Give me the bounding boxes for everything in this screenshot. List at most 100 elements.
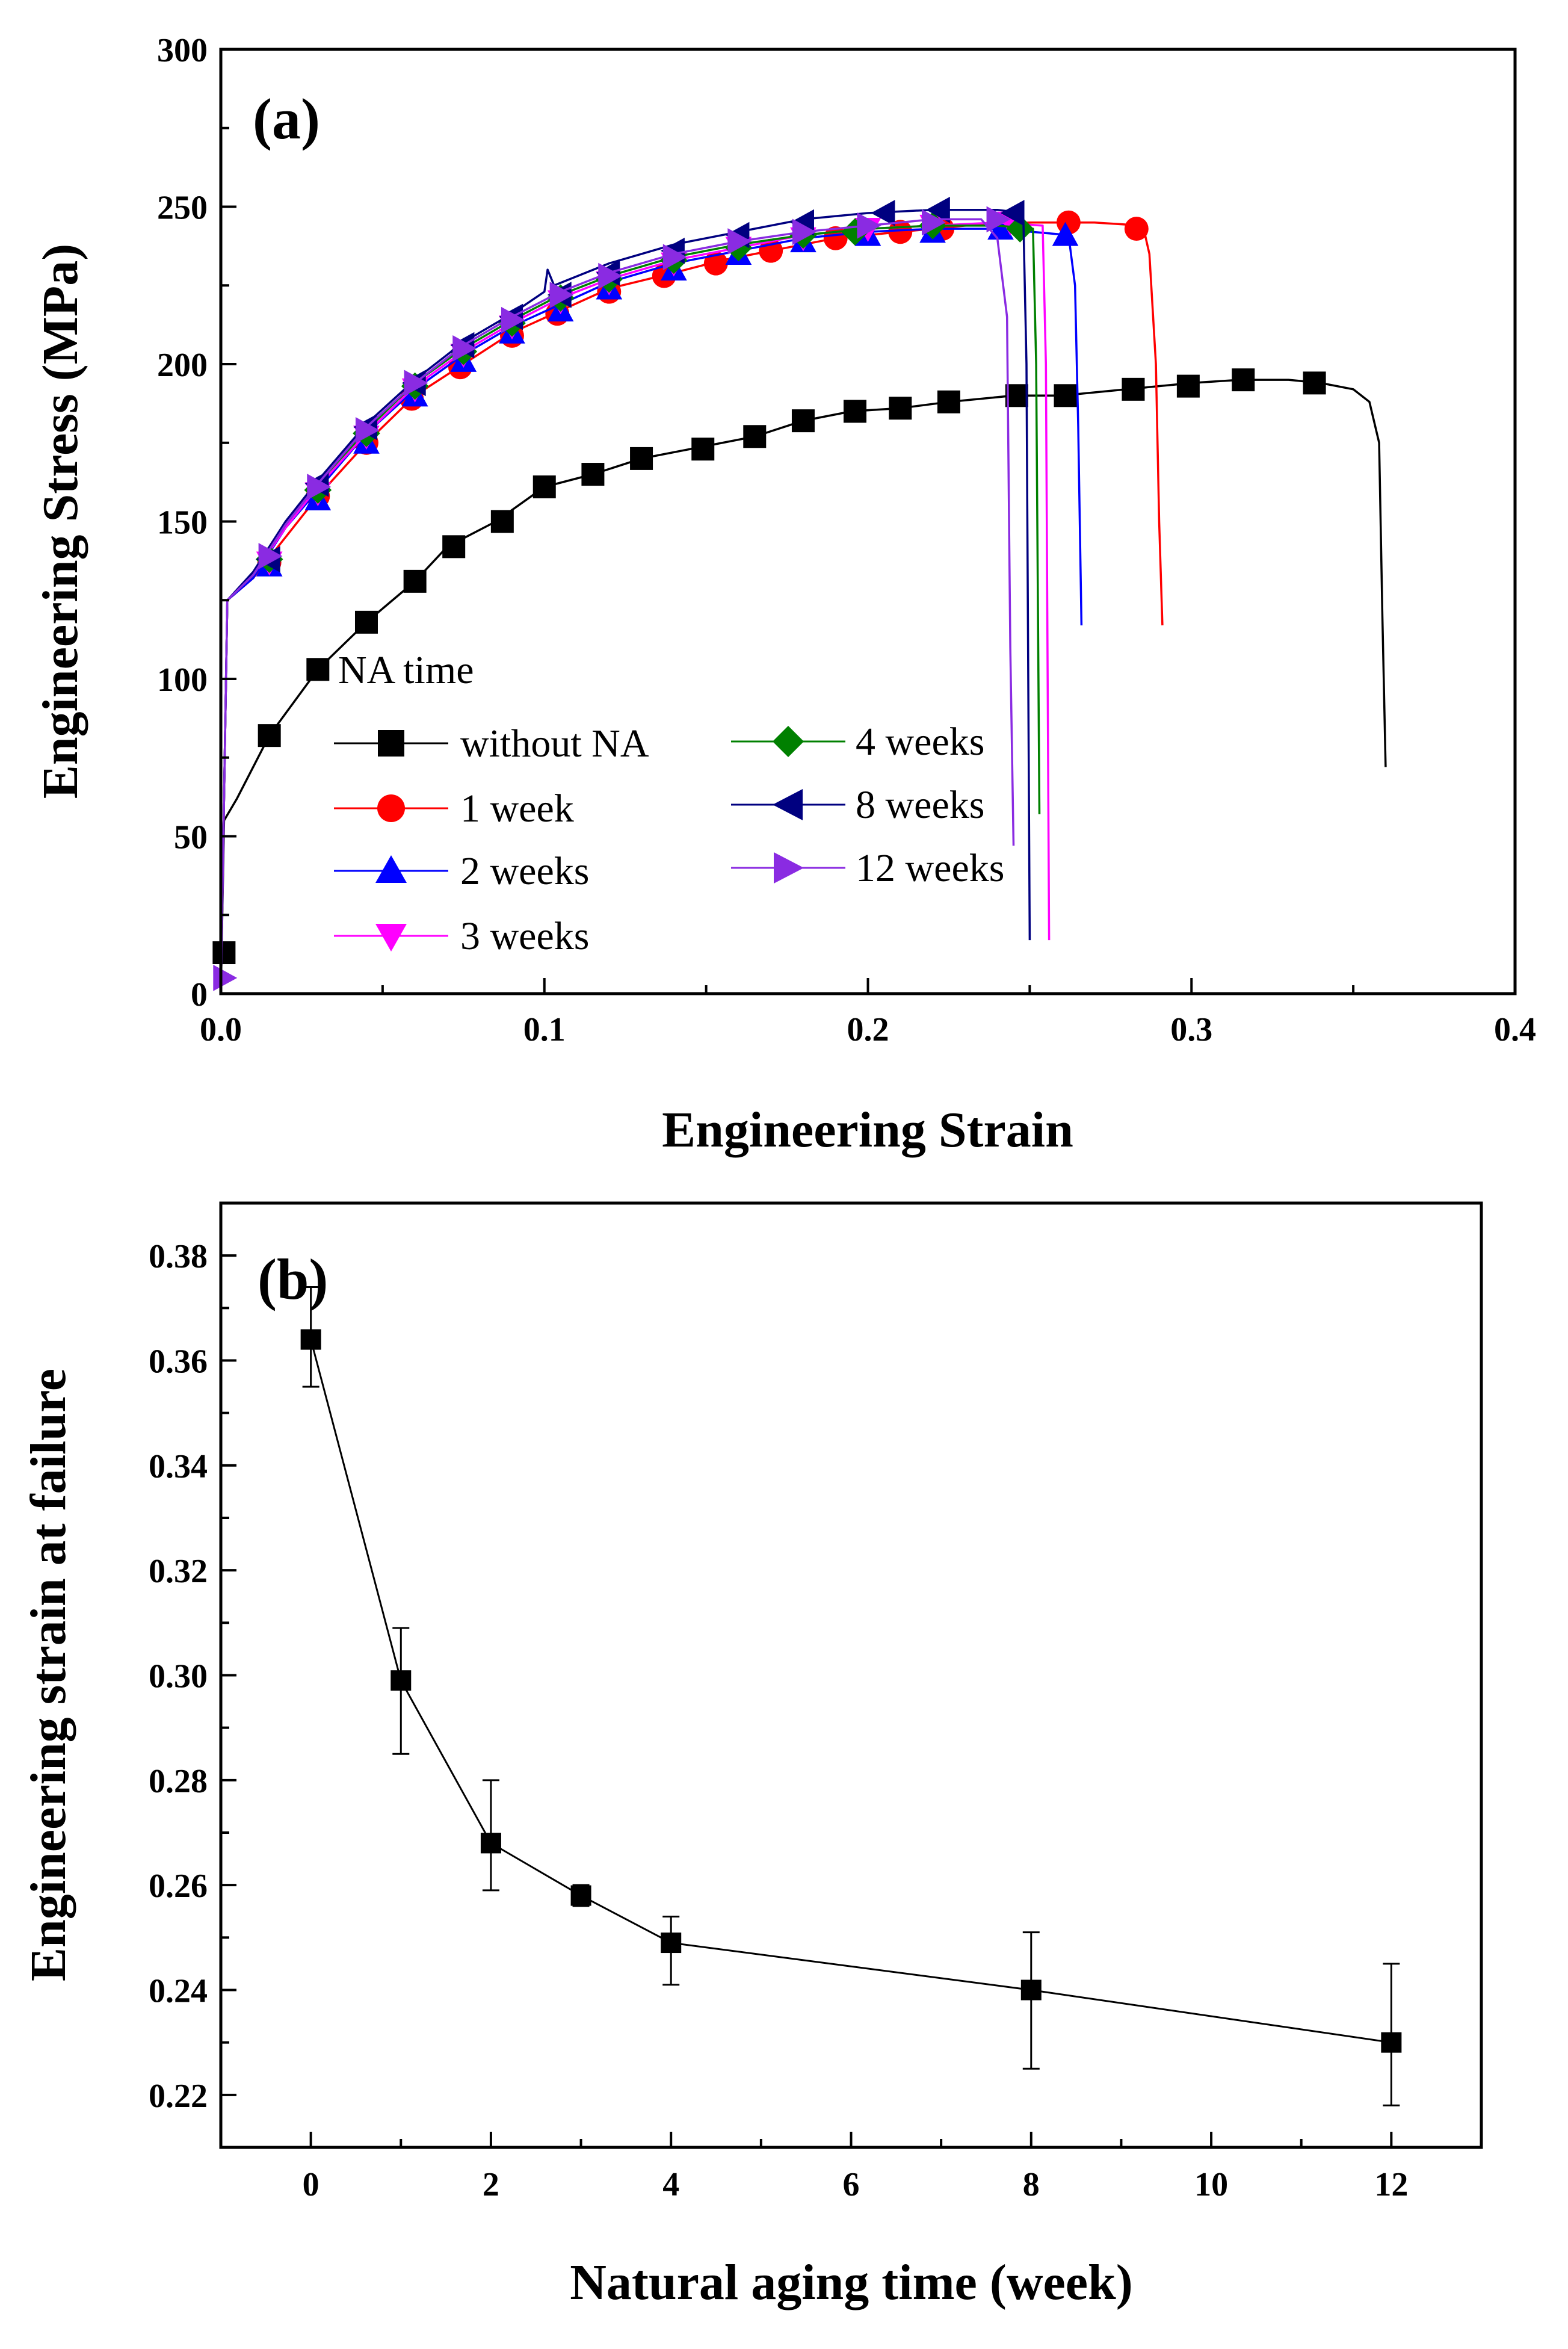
panel-a-legend: NA time without NA 1 week 2 weeks 3 week… bbox=[334, 648, 1004, 958]
legend-label-3-weeks: 3 weeks bbox=[460, 914, 589, 958]
data-point-12-weeks-3 bbox=[355, 416, 380, 444]
data-point-12-weeks-10 bbox=[727, 228, 752, 255]
series-12-weeks bbox=[213, 206, 1015, 994]
legend-label-2-weeks: 2 weeks bbox=[460, 849, 589, 893]
legend-label-8-weeks: 8 weeks bbox=[856, 783, 984, 827]
y-tick-label-0-34: 0.34 bbox=[149, 1448, 208, 1485]
legend-marker-1-week bbox=[377, 794, 405, 822]
data-point-without-na-11 bbox=[743, 425, 767, 448]
data-point-without-na-1 bbox=[258, 724, 281, 747]
data-point-without-na-20 bbox=[1232, 368, 1255, 392]
y-tick-label-0-24: 0.24 bbox=[149, 1973, 208, 2010]
data-point-12-weeks-12 bbox=[857, 212, 881, 239]
data-point-without-na-9 bbox=[630, 447, 653, 470]
legend-marker-without-na bbox=[378, 730, 404, 757]
y-tick-label-200: 200 bbox=[157, 347, 208, 384]
data-point-without-na-19 bbox=[1176, 374, 1200, 398]
x-tick-label-6: 6 bbox=[843, 2166, 860, 2203]
panel-b-ticks: 0 2 4 6 8 10 12 0.22 0.24 0.26 0.28 0.30 0.32 0.34 0.3… bbox=[149, 1238, 1483, 2203]
panel-a-stress-strain: 0.0 0.1 0.2 0.3 0.4 0 50 100 150 200 250 300 (a) En… bbox=[32, 32, 1536, 1158]
legend-marker-4-weeks bbox=[773, 726, 804, 757]
x-tick-label-12: 12 bbox=[1374, 2166, 1408, 2203]
panel-a-marks bbox=[212, 196, 1387, 994]
y-tick-label-300: 300 bbox=[157, 32, 208, 69]
data-point-without-na-14 bbox=[889, 397, 912, 420]
data-point-12-weeks-6 bbox=[501, 306, 525, 333]
legend-marker-12-weeks bbox=[774, 852, 804, 884]
data-point-without-na-21 bbox=[1303, 371, 1326, 395]
y-tick-label-0-22: 0.22 bbox=[149, 2078, 208, 2115]
legend-marker-8-weeks bbox=[773, 789, 803, 820]
data-point-without-na-10 bbox=[691, 438, 715, 461]
data-point-2-weeks-14 bbox=[1052, 221, 1079, 246]
legend-entry-1-week: 1 week bbox=[334, 787, 574, 831]
data-point-without-na-8 bbox=[581, 463, 605, 486]
panel-b-label: (b) bbox=[258, 1247, 328, 1311]
x-tick-label-0-4: 0.4 bbox=[1494, 1011, 1536, 1048]
data-point-12-weeks-8 bbox=[598, 262, 623, 289]
data-point-week-1 bbox=[390, 1670, 412, 1691]
data-point-week-2 bbox=[480, 1833, 501, 1854]
y-tick-label-0: 0 bbox=[191, 976, 208, 1014]
data-point-without-na-0 bbox=[212, 941, 236, 965]
data-point-4-weeks-13 bbox=[1006, 215, 1034, 243]
x-tick-label-0: 0 bbox=[303, 2166, 319, 2203]
legend-entry-12-weeks: 12 weeks bbox=[731, 846, 1004, 890]
x-tick-label-10: 10 bbox=[1194, 2166, 1228, 2203]
data-point-12-weeks-1 bbox=[258, 543, 283, 569]
error-bar-week-8 bbox=[1022, 1931, 1040, 2070]
data-point-without-na-15 bbox=[937, 390, 960, 413]
x-tick-label-0-3: 0.3 bbox=[1170, 1011, 1212, 1048]
x-tick-label-0-1: 0.1 bbox=[523, 1011, 566, 1048]
data-point-week-8 bbox=[1020, 1979, 1042, 2001]
data-point-without-na-3 bbox=[354, 610, 378, 634]
series-line-1-week bbox=[220, 221, 1164, 994]
data-point-without-na-5 bbox=[442, 535, 466, 559]
y-tick-label-150: 150 bbox=[157, 504, 208, 542]
x-tick-label-4: 4 bbox=[662, 2166, 679, 2203]
data-point-12-weeks-0 bbox=[213, 965, 238, 991]
data-point-12-weeks-14 bbox=[986, 206, 1011, 233]
panel-a-ticks: 0.0 0.1 0.2 0.3 0.4 0 50 100 150 200 250 300 bbox=[157, 32, 1536, 1048]
data-point-12-weeks-9 bbox=[662, 244, 687, 271]
y-tick-label-0-32: 0.32 bbox=[149, 1553, 208, 1590]
legend-title: NA time bbox=[338, 648, 474, 692]
y-tick-label-0-36: 0.36 bbox=[149, 1343, 208, 1381]
x-tick-label-0-2: 0.2 bbox=[847, 1011, 889, 1048]
legend-label-4-weeks: 4 weeks bbox=[856, 720, 984, 764]
data-point-without-na-4 bbox=[403, 569, 427, 593]
data-point-12-weeks-7 bbox=[549, 282, 574, 308]
data-point-week-0 bbox=[300, 1329, 321, 1350]
panel-b-strain-vs-aging: 0 2 4 6 8 10 12 0.22 0.24 0.26 0.28 0.30 0.32 0.34 0.3… bbox=[20, 1201, 1483, 2310]
data-point-without-na-17 bbox=[1054, 384, 1077, 407]
legend-entry-8-weeks: 8 weeks bbox=[731, 783, 984, 827]
y-tick-label-50: 50 bbox=[174, 819, 208, 856]
data-point-week-12 bbox=[1381, 2032, 1402, 2053]
data-point-8-weeks-13 bbox=[1000, 200, 1025, 226]
series-line-8-weeks bbox=[220, 208, 1031, 994]
panel-b-marks bbox=[300, 1286, 1402, 2106]
data-point-week-4 bbox=[661, 1933, 682, 1954]
series-line-strain-at-failure bbox=[310, 1339, 1392, 2044]
data-point-12-weeks-2 bbox=[307, 474, 332, 500]
series-without-na bbox=[212, 368, 1387, 994]
y-tick-label-0-26: 0.26 bbox=[149, 1868, 208, 1905]
data-point-without-na-18 bbox=[1122, 377, 1145, 401]
data-point-12-weeks-4 bbox=[404, 370, 428, 397]
data-point-8-weeks-11 bbox=[871, 200, 895, 226]
data-point-without-na-12 bbox=[791, 409, 815, 433]
data-point-1-week-15 bbox=[1124, 217, 1149, 241]
data-point-without-na-6 bbox=[490, 510, 514, 533]
data-point-without-na-13 bbox=[843, 400, 866, 423]
data-point-12-weeks-13 bbox=[922, 209, 946, 236]
legend-entry-2-weeks: 2 weeks bbox=[334, 849, 589, 893]
data-point-without-na-7 bbox=[532, 475, 556, 498]
series-1-week bbox=[220, 210, 1164, 994]
x-tick-label-8: 8 bbox=[1023, 2166, 1040, 2203]
panel-a-x-axis-label: Engineering Strain bbox=[662, 1102, 1073, 1158]
y-tick-label-100: 100 bbox=[157, 661, 208, 699]
legend-marker-3-weeks bbox=[375, 924, 407, 952]
legend-label-12-weeks: 12 weeks bbox=[856, 846, 1004, 890]
error-bar-week-1 bbox=[392, 1627, 410, 1755]
legend-marker-2-weeks bbox=[375, 855, 407, 883]
